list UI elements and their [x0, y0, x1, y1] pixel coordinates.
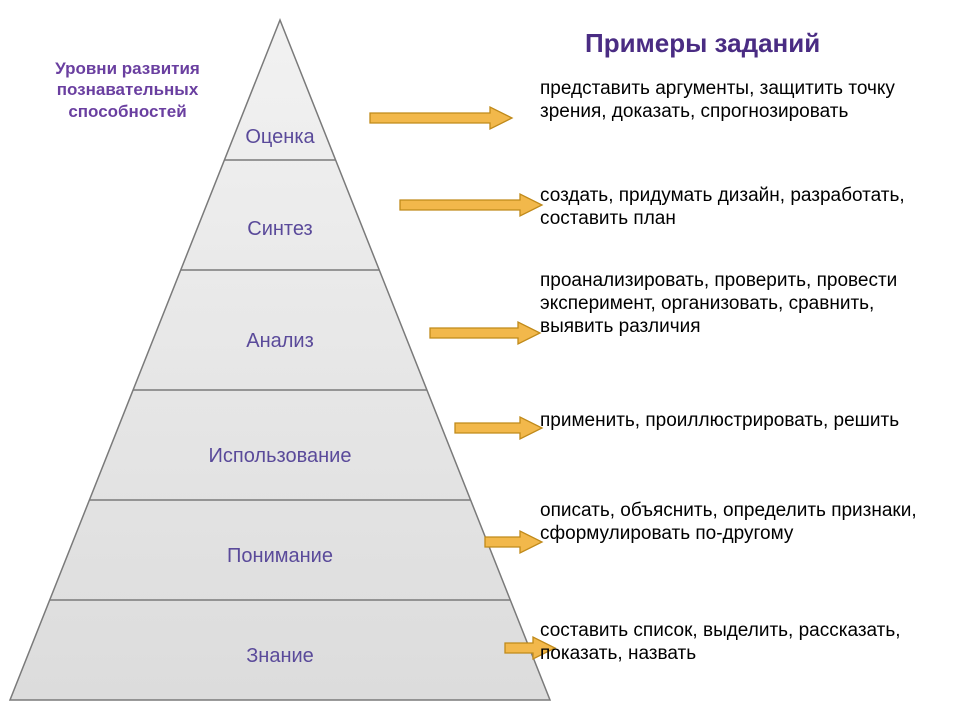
- arrow-icon: [455, 417, 542, 439]
- pyramid-level-label: Использование: [209, 445, 352, 468]
- pyramid-level-label: Понимание: [227, 545, 333, 568]
- pyramid-level-label: Синтез: [247, 218, 312, 241]
- pyramid-level-label: Анализ: [246, 330, 314, 353]
- arrow-icon: [370, 107, 512, 129]
- task-description: составить список, выделить, рассказать, …: [540, 620, 940, 666]
- diagram-stage: Уровни развития познавательных способнос…: [0, 0, 960, 720]
- pyramid-level-label: Знание: [246, 645, 314, 668]
- task-description: описать, объяснить, определить признаки,…: [540, 500, 940, 546]
- task-description: проанализировать, проверить, провести эк…: [540, 270, 940, 338]
- pyramid-level-label: Оценка: [245, 126, 314, 149]
- task-description: представить аргументы, защитить точку зр…: [540, 78, 940, 124]
- arrow-icon: [485, 531, 542, 553]
- task-description: применить, проиллюстрировать, решить: [540, 410, 940, 433]
- arrow-icon: [400, 194, 542, 216]
- task-description: создать, придумать дизайн, разработать, …: [540, 185, 940, 231]
- arrow-icon: [430, 322, 540, 344]
